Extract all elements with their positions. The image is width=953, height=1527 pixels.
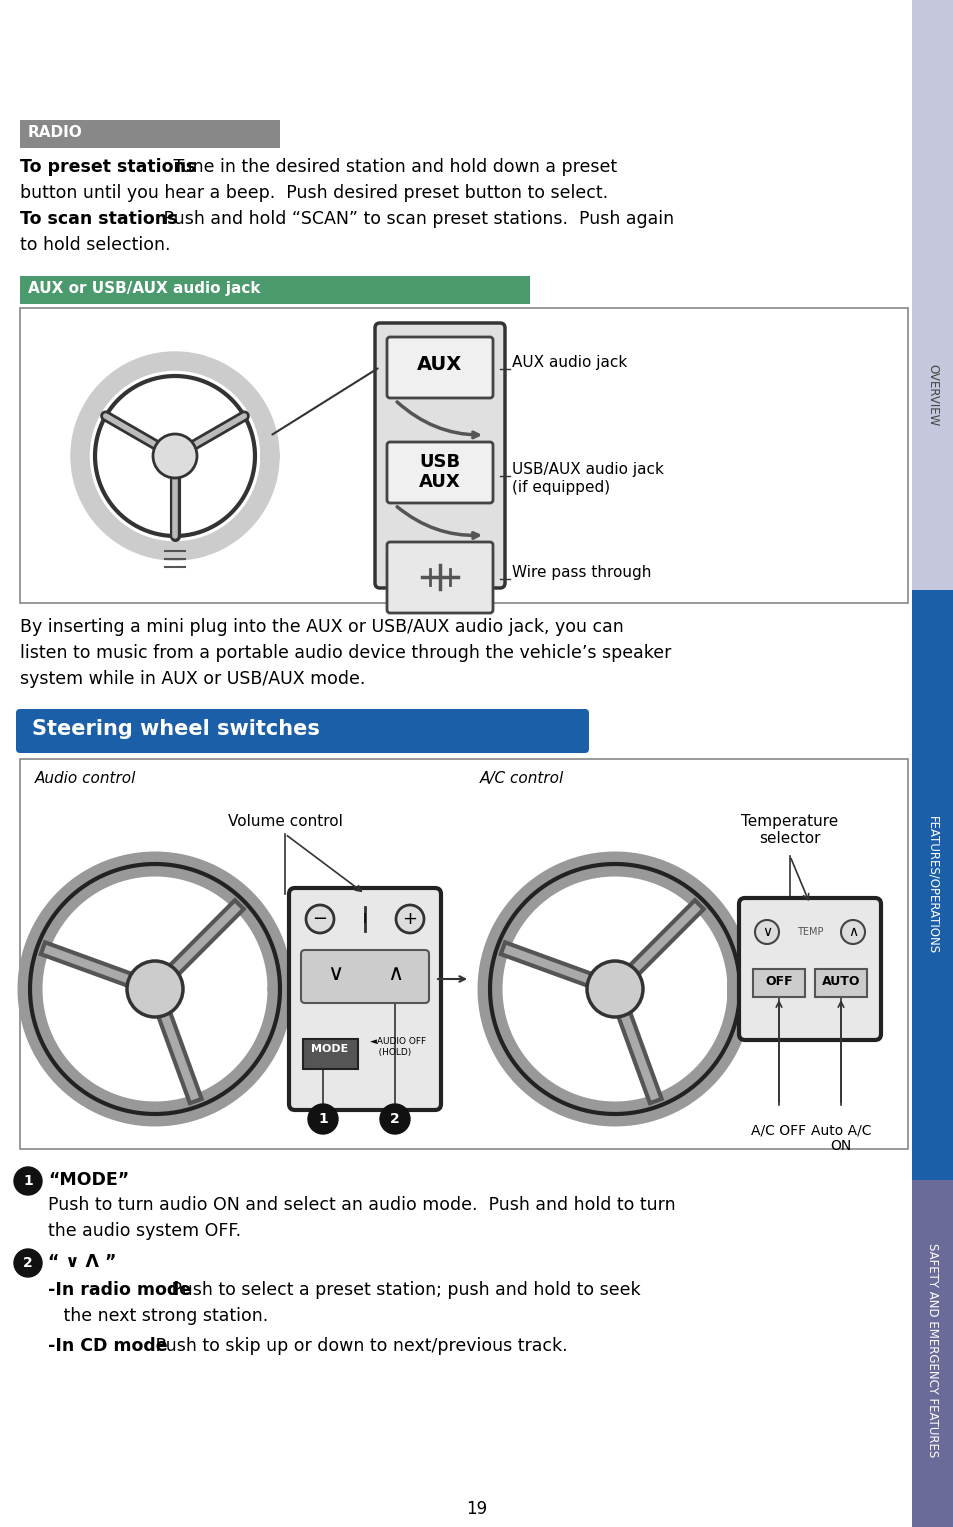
FancyBboxPatch shape	[387, 337, 493, 399]
Circle shape	[586, 960, 642, 1017]
Circle shape	[379, 1104, 410, 1135]
FancyBboxPatch shape	[387, 542, 493, 612]
Bar	[20, 308, 907, 603]
Text: AUX or USB/AUX audio jack: AUX or USB/AUX audio jack	[28, 281, 260, 296]
Text: OVERVIEW: OVERVIEW	[925, 363, 939, 426]
FancyBboxPatch shape	[301, 950, 429, 1003]
Text: 1: 1	[317, 1112, 328, 1125]
Text: To scan stations: To scan stations	[20, 211, 177, 228]
Text: SAFETY AND EMERGENCY FEATURES: SAFETY AND EMERGENCY FEATURES	[925, 1243, 939, 1457]
Text: MODE: MODE	[311, 1044, 348, 1054]
Bar	[911, 1180, 953, 1527]
Bar	[303, 1038, 357, 1069]
Text: Temperature
selector: Temperature selector	[740, 814, 838, 846]
FancyBboxPatch shape	[387, 441, 493, 502]
Text: ∧: ∧	[847, 925, 857, 939]
Text: listen to music from a portable audio device through the vehicle’s speaker: listen to music from a portable audio de…	[20, 644, 671, 663]
Text: Push to select a preset station; push and hold to seek: Push to select a preset station; push an…	[166, 1281, 640, 1299]
FancyBboxPatch shape	[739, 898, 880, 1040]
Text: 1: 1	[23, 1174, 32, 1188]
FancyBboxPatch shape	[375, 324, 504, 588]
Text: 2: 2	[390, 1112, 399, 1125]
FancyBboxPatch shape	[16, 709, 588, 753]
Circle shape	[152, 434, 196, 478]
Text: AUX audio jack: AUX audio jack	[512, 354, 626, 370]
Text: -In CD mode: -In CD mode	[48, 1338, 168, 1354]
Circle shape	[306, 906, 334, 933]
Text: TEMP: TEMP	[796, 927, 822, 938]
Text: 19: 19	[466, 1500, 487, 1518]
Text: To preset stations: To preset stations	[20, 157, 196, 176]
Bar	[20, 121, 280, 148]
Text: AUX: AUX	[418, 473, 460, 492]
Text: (if equipped): (if equipped)	[512, 479, 610, 495]
Text: Audio control: Audio control	[35, 771, 136, 786]
Text: ∧: ∧	[387, 964, 403, 983]
Text: Steering wheel switches: Steering wheel switches	[32, 719, 319, 739]
Text: Volume control: Volume control	[228, 814, 342, 829]
Text: FEATURES/OPERATIONS: FEATURES/OPERATIONS	[925, 815, 939, 954]
Bar	[814, 970, 866, 997]
Text: USB/AUX audio jack: USB/AUX audio jack	[512, 463, 663, 476]
Bar	[752, 970, 804, 997]
Text: 2: 2	[23, 1257, 32, 1270]
Text: the next strong station.: the next strong station.	[58, 1307, 268, 1325]
Text: RADIO: RADIO	[28, 125, 83, 140]
Text: Push to skip up or down to next/previous track.: Push to skip up or down to next/previous…	[150, 1338, 567, 1354]
Text: “MODE”: “MODE”	[48, 1171, 129, 1190]
FancyBboxPatch shape	[289, 889, 440, 1110]
Circle shape	[308, 1104, 337, 1135]
Bar	[911, 0, 953, 589]
Text: +: +	[402, 910, 417, 928]
Text: AUX: AUX	[416, 354, 462, 374]
Text: A/C control: A/C control	[479, 771, 563, 786]
Text: Push and hold “SCAN” to scan preset stations.  Push again: Push and hold “SCAN” to scan preset stat…	[158, 211, 674, 228]
Text: Wire pass through: Wire pass through	[512, 565, 651, 580]
Circle shape	[14, 1167, 42, 1196]
Text: ∨: ∨	[761, 925, 771, 939]
Text: to hold selection.: to hold selection.	[20, 237, 171, 253]
Text: I: I	[363, 912, 367, 925]
Text: OFF: OFF	[764, 976, 792, 988]
Text: Tune in the desired station and hold down a preset: Tune in the desired station and hold dow…	[168, 157, 617, 176]
Circle shape	[754, 919, 779, 944]
Text: Auto A/C
ON: Auto A/C ON	[810, 1122, 870, 1153]
Bar	[911, 589, 953, 1180]
Text: Push to turn audio ON and select an audio mode.  Push and hold to turn: Push to turn audio ON and select an audi…	[48, 1196, 675, 1214]
Text: By inserting a mini plug into the AUX or USB/AUX audio jack, you can: By inserting a mini plug into the AUX or…	[20, 618, 623, 637]
Circle shape	[841, 919, 864, 944]
Text: button until you hear a beep.  Push desired preset button to select.: button until you hear a beep. Push desir…	[20, 183, 607, 202]
Text: −: −	[313, 910, 327, 928]
Text: AUTO: AUTO	[821, 976, 860, 988]
Text: system while in AUX or USB/AUX mode.: system while in AUX or USB/AUX mode.	[20, 670, 365, 689]
Text: A/C OFF: A/C OFF	[751, 1122, 805, 1138]
Text: “ ∨ Λ ”: “ ∨ Λ ”	[48, 1254, 116, 1270]
Circle shape	[127, 960, 183, 1017]
Circle shape	[14, 1249, 42, 1277]
Text: USB: USB	[419, 454, 460, 470]
Text: ◄AUDIO OFF
   (HOLD): ◄AUDIO OFF (HOLD)	[370, 1037, 426, 1057]
Bar	[20, 759, 907, 1148]
Bar	[20, 276, 530, 304]
Text: -In radio mode: -In radio mode	[48, 1281, 191, 1299]
Circle shape	[395, 906, 423, 933]
Text: the audio system OFF.: the audio system OFF.	[48, 1222, 241, 1240]
Text: ∨: ∨	[327, 964, 343, 983]
